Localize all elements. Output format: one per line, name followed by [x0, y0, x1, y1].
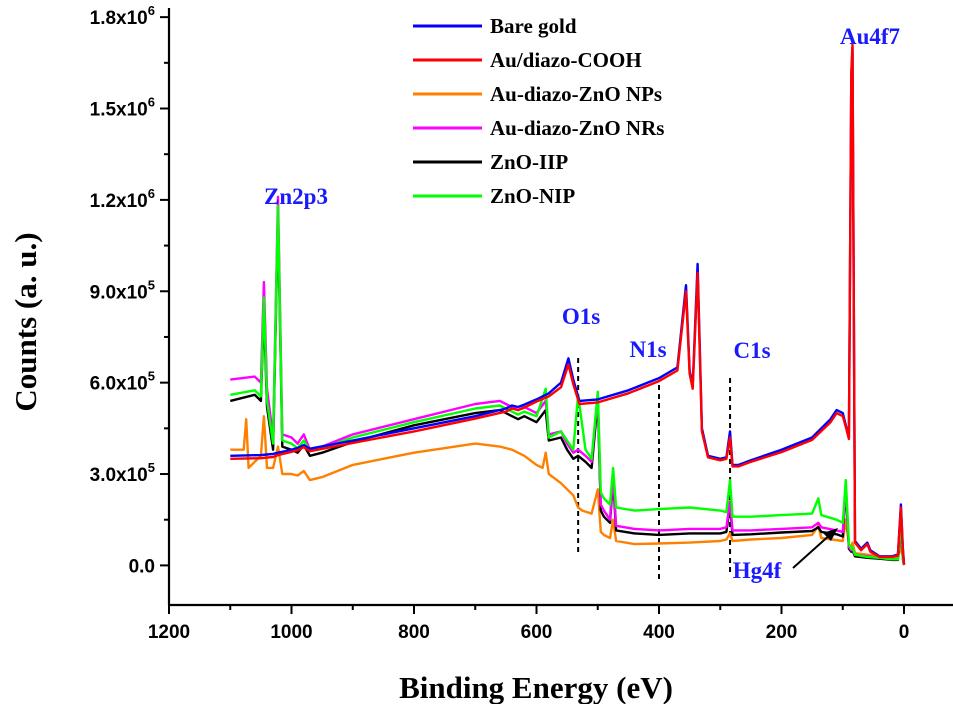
annotation-arrow: [792, 532, 833, 569]
peak-annotation: N1s: [629, 337, 666, 362]
x-tick-label: 400: [643, 622, 675, 643]
axes: [167, 8, 953, 607]
annotations: Au4f7 Zn2p3 O1s N1s C1s Hg4f: [264, 24, 900, 583]
peak-annotation: Au4f7: [840, 24, 900, 49]
legend: Bare gold Au/diazo-COOH Au-diazo-ZnO NPs Au…: [413, 14, 664, 208]
series-layer: [230, 43, 906, 566]
x-axis-title: Binding Energy (eV): [399, 670, 673, 704]
y-tick-label: 1.2x106: [90, 186, 155, 212]
peak-annotation: Hg4f: [733, 558, 782, 583]
x-tick-label: 1200: [148, 622, 190, 643]
x-tick-label: 1000: [270, 622, 312, 643]
arrow-head: [823, 528, 838, 541]
series-line: [230, 43, 906, 565]
series-line: [230, 204, 906, 566]
legend-label: Au/diazo-COOH: [490, 48, 642, 72]
y-tick-label: 6.0x105: [90, 369, 155, 395]
peak-annotation: C1s: [733, 338, 770, 363]
x-tick-label: 0: [899, 622, 910, 643]
y-tick-label: 1.5x106: [90, 95, 155, 121]
peak-annotation: Zn2p3: [264, 184, 328, 209]
x-tick-label: 200: [766, 622, 798, 643]
x-tick-label: 600: [521, 622, 553, 643]
y-tick-label: 0.0: [129, 556, 155, 577]
legend-label: ZnO-IIP: [490, 150, 568, 174]
y-axis-title: Counts (a. u.): [8, 232, 43, 411]
legend-label: Au-diazo-ZnO NRs: [490, 116, 664, 140]
peak-annotation: O1s: [562, 304, 600, 329]
legend-label: Bare gold: [490, 14, 577, 38]
y-tick-label: 3.0x105: [90, 460, 155, 486]
ticks: 1200 1000 800 600 400 200 0 0.0 3.0x105 6.0x105 9.…: [90, 3, 910, 643]
y-tick-label: 1.8x106: [90, 3, 155, 29]
series-line: [230, 195, 906, 566]
y-tick-label: 9.0x105: [90, 277, 155, 303]
series-line: [230, 213, 906, 566]
x-tick-label: 800: [398, 622, 430, 643]
legend-label: Au-diazo-ZnO NPs: [490, 82, 662, 106]
legend-label: ZnO-NIP: [490, 184, 575, 208]
